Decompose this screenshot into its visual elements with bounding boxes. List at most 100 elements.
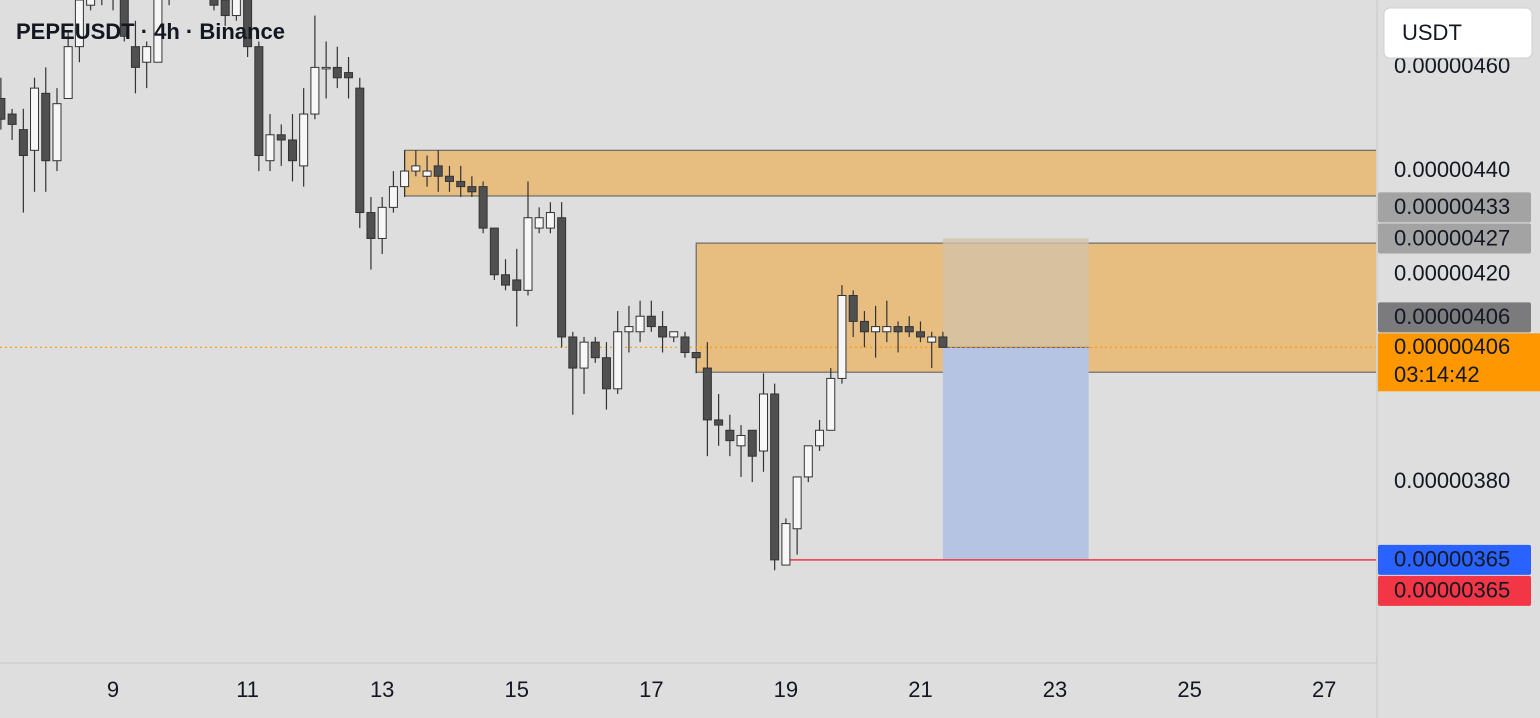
candle-body	[523, 217, 533, 291]
candle-body	[344, 72, 354, 79]
x-tick-label: 13	[370, 677, 394, 702]
candle-body	[231, 0, 241, 17]
candle-body	[30, 87, 40, 151]
candle-body	[400, 170, 410, 188]
candle-body	[287, 139, 297, 162]
candle-body	[691, 352, 701, 359]
candle-body	[702, 367, 712, 421]
price-label	[1378, 223, 1531, 254]
price-labels: 0.00000406 03:14:42 0.00000433 0.00000427 0.…	[1378, 192, 1540, 606]
candle-body	[747, 429, 757, 457]
candle-body	[444, 175, 454, 182]
candle-body	[915, 331, 925, 338]
candle-body	[613, 331, 623, 390]
x-tick-label: 25	[1177, 677, 1201, 702]
candle-body	[646, 315, 656, 328]
candle-body	[321, 66, 331, 70]
x-tick-label: 27	[1312, 677, 1336, 702]
candle-body	[781, 523, 791, 566]
candle-body	[153, 0, 163, 63]
candle-body	[792, 476, 802, 530]
x-tick-label: 21	[908, 677, 932, 702]
candle-body	[882, 326, 892, 333]
countdown-text: 03:14:42	[1394, 362, 1480, 387]
price-label-text: 0.00000365	[1394, 547, 1510, 572]
price-label-text: 0.00000427	[1394, 225, 1510, 250]
price-label	[1378, 575, 1531, 606]
candle-body	[758, 393, 768, 452]
price-label	[1378, 302, 1531, 333]
candle-body	[74, 0, 84, 48]
candle-body	[130, 46, 140, 68]
price-label-text: 0.00000365	[1394, 578, 1510, 603]
candle-body	[456, 180, 466, 188]
candle-body	[871, 326, 881, 333]
price-label	[1378, 544, 1531, 575]
candle-body	[467, 186, 477, 193]
candle-body	[859, 320, 869, 333]
candle-body	[7, 113, 17, 125]
position-target-area	[942, 347, 1089, 560]
chart-title: PEPEUSDT · 4h · Binance	[16, 19, 285, 44]
candle-body	[388, 186, 398, 208]
candle-body	[545, 212, 555, 229]
candle-body	[489, 227, 499, 276]
candle-body	[568, 336, 578, 369]
candle-body	[893, 326, 903, 333]
candle-body	[243, 0, 253, 48]
candle-body	[658, 326, 668, 338]
candle-body	[680, 336, 690, 354]
candle-body	[938, 336, 948, 348]
candle-body	[635, 315, 645, 333]
candle-body	[848, 294, 858, 322]
x-tick-label: 19	[774, 677, 798, 702]
position-stop-area	[942, 238, 1089, 348]
candle-body	[927, 336, 937, 343]
y-tick-label: 0.00000440	[1394, 157, 1510, 182]
current-price-label	[1378, 333, 1540, 392]
candle-body	[310, 66, 320, 115]
candle-body	[63, 46, 73, 99]
x-tick-label: 11	[236, 677, 259, 702]
currency-button[interactable]	[1383, 7, 1533, 59]
price-label	[1378, 192, 1531, 223]
candle-body	[422, 170, 432, 177]
candle-body	[332, 66, 342, 79]
candle-body	[512, 279, 522, 291]
x-tick-label: 17	[639, 677, 663, 702]
price-label-text: 0.00000406	[1394, 304, 1510, 329]
candle-body	[265, 134, 275, 162]
y-tick-label: 0.00000380	[1394, 468, 1510, 493]
candle-body	[579, 341, 589, 369]
y-tick-label: 0.00000420	[1394, 261, 1510, 286]
candle-body	[299, 113, 309, 167]
candle-body	[209, 0, 219, 6]
candle-body	[377, 206, 387, 239]
candle-body	[770, 393, 780, 561]
candle-body	[433, 165, 443, 177]
candle-body	[355, 87, 365, 214]
candle-body	[904, 326, 914, 333]
candle-body	[366, 212, 376, 239]
candle-body	[0, 97, 6, 120]
currency-button-label[interactable]: USDT	[1402, 20, 1462, 45]
candle-body	[52, 103, 62, 162]
candle-body	[826, 377, 836, 431]
candle-body	[725, 429, 735, 442]
candle-body	[601, 357, 611, 390]
candle-body	[119, 0, 129, 37]
zone	[403, 149, 1376, 197]
price-label-text: 0.00000433	[1394, 194, 1510, 219]
plot-area	[0, 0, 1376, 571]
candle-body	[534, 217, 544, 229]
candle-body	[220, 0, 230, 17]
candle-body	[624, 326, 634, 333]
candle-body	[478, 186, 488, 229]
candle-body	[736, 434, 746, 447]
candle-body	[590, 341, 600, 359]
x-tick-label: 15	[505, 677, 529, 702]
candle-body	[501, 274, 511, 286]
candle-body	[803, 445, 813, 478]
